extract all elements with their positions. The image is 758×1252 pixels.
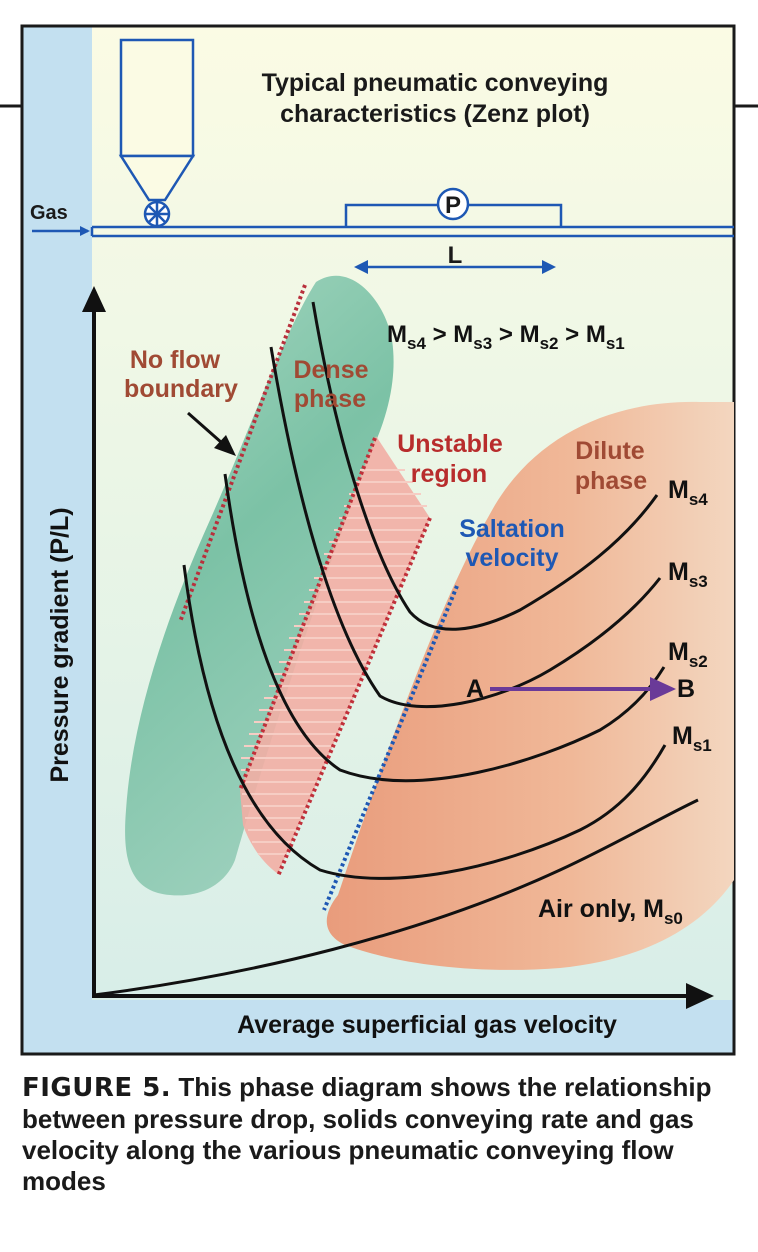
a-to-b-arrowhead-icon	[650, 677, 676, 701]
left-band	[22, 26, 92, 1054]
y-axis-label: Pressure gradient (P/L)	[46, 507, 74, 782]
hopper-cone	[118, 154, 196, 202]
length-arrow-icon	[354, 260, 556, 274]
unstable-boundary-left-line	[238, 437, 377, 791]
curve-label-ms2: Ms2	[668, 638, 708, 671]
title-line-1: Typical pneumatic conveying	[262, 69, 609, 97]
curve-ms1	[182, 564, 667, 880]
dense-phase-label-line-2: phase	[294, 385, 366, 413]
no-flow-pointer-arrow-icon	[187, 411, 236, 456]
saltation-velocity-line	[322, 585, 459, 911]
pressure-gauge-icon	[436, 187, 470, 221]
no-flow-label-line-2: boundary	[124, 375, 238, 403]
air-only-label: Air only, Ms0	[538, 895, 683, 928]
unstable-boundary-right-line	[276, 517, 432, 877]
dilute-phase-label-line-1: Dilute	[575, 437, 645, 465]
dense-phase-region	[125, 275, 394, 896]
zenz-diagram: Typical pneumatic conveying characterist…	[0, 24, 758, 1056]
unstable-hatching	[241, 469, 428, 855]
figure-number: FIGURE 5.	[22, 1073, 172, 1103]
x-axis-label: Average superficial gas velocity	[237, 1011, 617, 1039]
curve-label-ms3: Ms3	[668, 558, 708, 591]
saltation-label-line-1: Saltation	[459, 515, 565, 543]
saltation-label-line-2: velocity	[465, 544, 558, 572]
bottom-band	[22, 1000, 734, 1054]
mass-order-label: Ms4 > Ms3 > Ms2 > Ms1	[387, 321, 625, 353]
curve-ms2	[223, 473, 666, 783]
curve-ms4	[311, 301, 659, 631]
dense-phase-label-line-1: Dense	[293, 356, 368, 384]
curve-air-only	[93, 798, 699, 997]
pressure-gauge-label: P	[445, 192, 461, 219]
rotary-valve-icon	[143, 200, 171, 228]
point-a-label: A	[466, 675, 484, 703]
point-b-label: B	[677, 675, 695, 703]
caption-text: This phase diagram shows the relationshi…	[22, 1072, 712, 1196]
no-flow-label-line-1: No flow	[130, 346, 221, 374]
unstable-region	[240, 436, 430, 874]
conveying-pipe	[90, 225, 734, 238]
unstable-label-line-2: region	[411, 460, 487, 488]
dilute-phase-label-line-2: phase	[575, 467, 647, 495]
curve-ms3	[269, 346, 662, 709]
curve-label-ms4: Ms4	[668, 476, 708, 509]
axes	[82, 286, 714, 1009]
title-line-2: characteristics (Zenz plot)	[280, 100, 590, 128]
hopper-silo	[119, 38, 195, 158]
figure-caption: FIGURE 5. This phase diagram shows the r…	[22, 1072, 738, 1197]
length-label: L	[448, 242, 463, 269]
x-axis-arrow-icon	[686, 983, 714, 1009]
y-axis-arrow-icon	[82, 286, 106, 312]
hopper-schematic	[118, 38, 196, 202]
flow-curves	[93, 301, 699, 997]
curve-label-ms1: Ms1	[672, 722, 712, 755]
gas-label: Gas	[30, 202, 68, 224]
unstable-label-line-1: Unstable	[397, 430, 503, 458]
dilute-phase-region	[326, 401, 734, 970]
